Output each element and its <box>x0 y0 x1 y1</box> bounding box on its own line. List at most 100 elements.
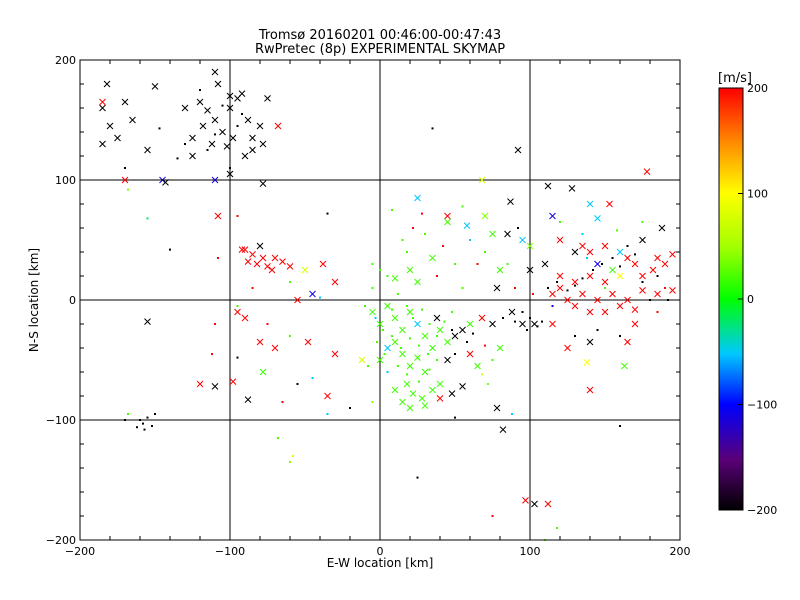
data-point-dot <box>386 275 389 277</box>
data-point-dot <box>326 212 329 215</box>
data-point-cross <box>624 338 631 346</box>
data-point-cross <box>568 185 576 192</box>
data-point-cross <box>189 134 196 142</box>
data-point-cross <box>223 143 231 150</box>
colorbar-tick-label: 100 <box>747 188 768 201</box>
data-point-cross <box>189 152 196 160</box>
data-point-dot <box>292 455 294 457</box>
y-axis-label: N-S location [km] <box>27 248 41 352</box>
data-point-cross <box>526 266 534 274</box>
data-points <box>99 68 676 541</box>
data-point-dot <box>634 253 636 256</box>
data-point-cross <box>241 152 249 160</box>
data-point-dot <box>596 329 599 331</box>
data-point-cross <box>609 290 616 298</box>
data-point-cross <box>586 200 594 208</box>
x-axis-label: E-W location [km] <box>327 556 434 570</box>
data-point-dot <box>506 263 509 265</box>
data-point-cross <box>541 260 549 268</box>
data-point-dot <box>436 275 438 277</box>
data-point-cross <box>459 383 466 390</box>
data-point-dot <box>556 281 558 283</box>
data-point-cross <box>496 266 504 274</box>
data-point-dot <box>586 257 588 259</box>
data-point-cross <box>144 318 151 325</box>
data-point-dot <box>221 104 224 107</box>
data-point-cross <box>444 212 451 220</box>
data-point-cross <box>259 180 267 187</box>
data-point-cross <box>564 296 571 304</box>
data-point-cross <box>391 314 399 322</box>
data-point-cross <box>586 308 594 316</box>
data-point-cross <box>229 378 237 385</box>
data-point-dot <box>151 425 153 427</box>
data-point-cross <box>99 98 106 106</box>
data-point-dot <box>649 299 651 301</box>
data-point-cross <box>406 266 414 274</box>
data-point-cross <box>226 92 234 100</box>
data-point-cross <box>609 266 616 274</box>
data-point-dot <box>406 373 408 376</box>
data-point-dot <box>536 325 539 328</box>
data-point-cross <box>274 122 282 130</box>
data-point-cross <box>444 338 451 346</box>
data-point-cross <box>531 500 538 508</box>
chart-title: Tromsø 20160201 00:46:00-00:47:43 <box>258 28 501 43</box>
y-tick-label: −200 <box>46 534 76 547</box>
data-point-cross <box>451 332 459 340</box>
data-point-cross <box>459 326 466 334</box>
data-point-cross <box>481 212 489 220</box>
data-point-dot <box>619 425 621 427</box>
data-point-dot <box>158 127 161 130</box>
data-point-dot <box>436 359 438 361</box>
data-point-dot <box>236 125 239 127</box>
data-point-dot <box>491 515 494 517</box>
data-point-cross <box>384 344 391 352</box>
data-point-cross <box>264 95 271 102</box>
data-point-cross <box>631 320 639 328</box>
data-point-dot <box>146 217 149 220</box>
data-point-dot <box>376 341 378 343</box>
data-point-cross <box>444 218 451 226</box>
data-point-cross <box>519 320 526 328</box>
x-tick-label: 0 <box>377 545 384 558</box>
data-point-dot <box>416 476 419 479</box>
data-point-cross <box>211 383 219 390</box>
data-point-cross <box>376 356 384 364</box>
data-point-cross <box>99 104 106 112</box>
data-point-dot <box>526 329 528 331</box>
data-point-cross <box>504 230 511 238</box>
data-point-cross <box>489 230 496 238</box>
data-point-cross <box>669 287 676 294</box>
data-point-cross <box>616 302 624 310</box>
data-point-cross <box>621 362 628 370</box>
data-point-cross <box>421 332 429 340</box>
data-point-cross <box>601 308 609 316</box>
data-point-dot <box>127 413 129 415</box>
data-point-cross <box>499 426 507 433</box>
data-point-dot <box>461 205 464 208</box>
data-point-dot <box>428 323 431 325</box>
data-point-cross <box>409 390 417 397</box>
data-point-dot <box>386 371 389 373</box>
data-point-dot <box>412 317 414 319</box>
data-point-dot <box>442 245 444 247</box>
data-point-cross <box>358 356 366 364</box>
data-point-cross <box>507 198 514 205</box>
data-point-dot <box>311 377 314 379</box>
data-point-cross <box>448 390 456 397</box>
data-point-dot <box>401 239 404 241</box>
data-point-dot <box>296 383 299 385</box>
data-point-dot <box>397 293 399 295</box>
data-point-dot <box>511 413 513 415</box>
colorbar-ticks: 200 100 0 −100 −200 <box>738 82 777 517</box>
data-point-cross <box>286 263 294 270</box>
data-point-cross <box>268 266 276 274</box>
data-point-cross <box>522 497 529 504</box>
data-point-dot <box>236 305 239 307</box>
data-point-cross <box>556 272 564 280</box>
data-point-cross <box>399 398 406 406</box>
data-point-cross <box>253 260 261 268</box>
data-point-dot <box>514 287 516 289</box>
